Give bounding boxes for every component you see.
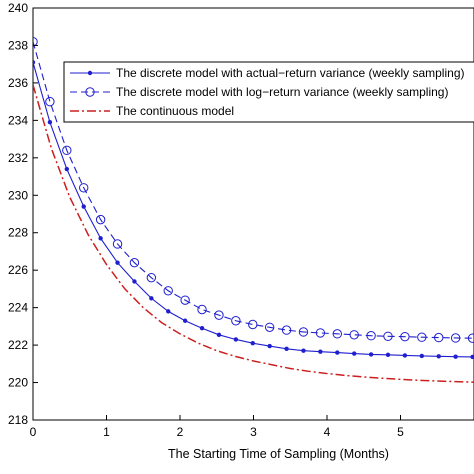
y-tick-label: 238 xyxy=(8,38,28,52)
data-point xyxy=(79,183,89,193)
data-point xyxy=(112,239,123,249)
data-point xyxy=(385,352,391,358)
data-point xyxy=(450,333,461,343)
data-point xyxy=(298,327,309,337)
legend-entry: The discrete model with actual−return va… xyxy=(116,66,465,80)
y-tick-label: 218 xyxy=(8,413,28,427)
data-point xyxy=(434,332,444,343)
data-point xyxy=(436,354,441,359)
data-point xyxy=(470,354,474,360)
data-point xyxy=(64,166,70,172)
y-axis: 218 220 222 224 226 228 230 232 234 236 238 240 xyxy=(8,1,38,427)
y-tick-label: 226 xyxy=(8,263,28,277)
data-point xyxy=(400,331,410,342)
data-point xyxy=(233,337,239,342)
data-point xyxy=(166,309,171,314)
data-point xyxy=(98,236,103,241)
x-axis: 0 1 2 3 4 5 xyxy=(30,415,404,439)
data-point xyxy=(33,37,38,47)
data-point xyxy=(368,352,374,357)
data-point xyxy=(199,326,205,331)
legend: The discrete model with actual−return va… xyxy=(63,61,474,123)
series-2 xyxy=(33,37,474,343)
data-point xyxy=(281,325,292,335)
data-point xyxy=(402,353,408,358)
data-point xyxy=(180,295,190,305)
data-point xyxy=(231,316,241,326)
y-tick-label: 240 xyxy=(8,1,28,15)
data-point xyxy=(383,331,393,341)
y-tick-label: 230 xyxy=(8,188,28,202)
data-point xyxy=(284,346,289,352)
series-3 xyxy=(33,84,474,383)
y-tick-label: 236 xyxy=(8,76,28,90)
data-point xyxy=(163,286,173,296)
series-line xyxy=(33,41,473,339)
data-point xyxy=(467,333,474,343)
data-point xyxy=(182,318,188,323)
data-point xyxy=(129,257,140,268)
data-point xyxy=(45,96,55,107)
x-tick-label: 1 xyxy=(103,425,110,439)
data-point xyxy=(419,353,425,359)
data-point xyxy=(335,350,340,355)
y-tick-label: 224 xyxy=(8,301,28,315)
data-point xyxy=(197,304,207,315)
data-point xyxy=(33,60,36,65)
data-point xyxy=(315,328,326,338)
data-point xyxy=(95,214,106,225)
data-point xyxy=(417,332,427,342)
data-point xyxy=(115,260,120,265)
data-point xyxy=(250,341,255,346)
series-1 xyxy=(33,60,474,360)
data-point xyxy=(349,330,359,340)
data-point xyxy=(351,351,357,356)
data-point xyxy=(146,272,157,283)
data-point xyxy=(81,204,86,209)
legend-entry: The continuous model xyxy=(116,104,234,118)
y-tick-label: 234 xyxy=(8,113,28,127)
data-point xyxy=(267,343,272,349)
data-point xyxy=(149,296,154,301)
data-point xyxy=(62,145,72,156)
x-tick-label: 3 xyxy=(250,425,257,439)
legend-box xyxy=(63,61,474,123)
y-tick-label: 232 xyxy=(8,151,28,165)
data-point xyxy=(132,279,137,284)
data-point xyxy=(301,348,306,353)
x-axis-label: The Starting Time of Sampling (Months) xyxy=(168,447,389,461)
y-tick-label: 222 xyxy=(8,338,28,352)
data-point xyxy=(264,322,275,332)
series-line xyxy=(33,84,474,383)
data-point xyxy=(318,349,323,354)
data-point xyxy=(216,332,222,337)
x-tick-label: 0 xyxy=(30,425,37,439)
x-tick-label: 2 xyxy=(177,425,184,439)
legend-marker xyxy=(87,70,93,76)
data-point xyxy=(453,354,458,359)
data-point xyxy=(248,319,258,330)
legend-marker xyxy=(85,87,95,97)
y-tick-label: 228 xyxy=(8,226,28,240)
x-tick-label: 4 xyxy=(324,425,331,439)
data-point xyxy=(332,329,342,339)
data-point xyxy=(47,120,53,125)
x-tick-label: 5 xyxy=(397,425,404,439)
data-point xyxy=(366,331,376,341)
y-tick-label: 220 xyxy=(8,376,28,390)
legend-entry: The discrete model with log−return varia… xyxy=(116,85,448,99)
data-point xyxy=(214,310,224,320)
